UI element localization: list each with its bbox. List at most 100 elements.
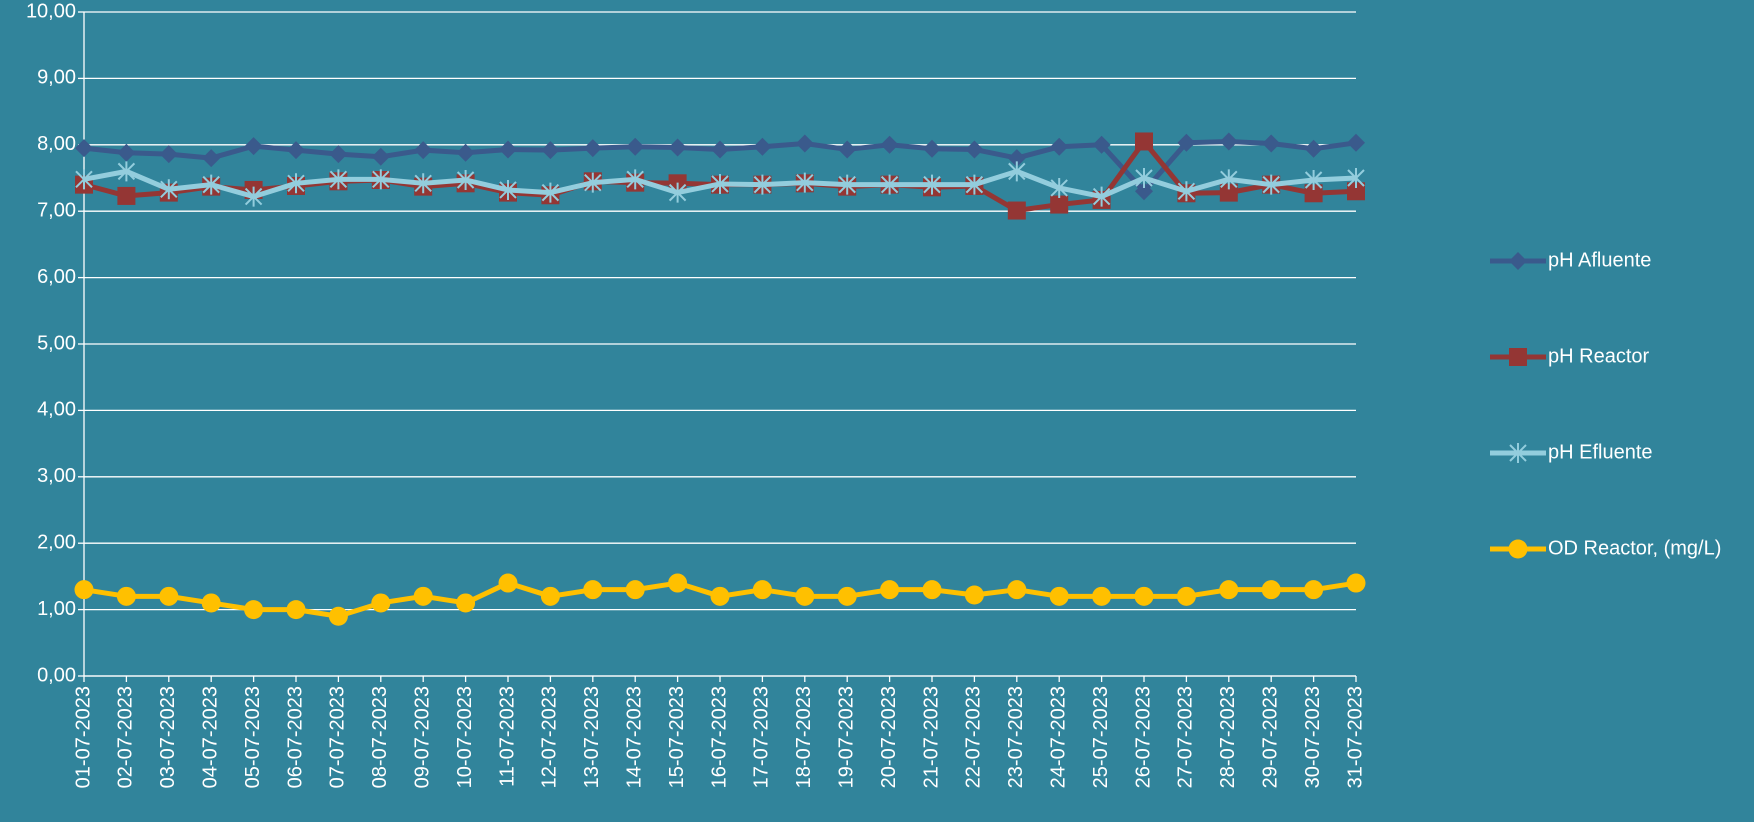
- marker-diamond: [456, 143, 475, 162]
- x-tick-label: 08-07-2023: [369, 686, 391, 788]
- x-tick-label: 20-07-2023: [878, 686, 900, 788]
- marker-star: [965, 174, 984, 195]
- marker-star: [372, 169, 390, 190]
- x-tick-label: 05-07-2023: [242, 686, 264, 788]
- marker-star: [796, 172, 814, 193]
- marker-square: [1135, 132, 1153, 151]
- marker-diamond: [583, 139, 602, 158]
- marker-diamond: [329, 145, 348, 164]
- marker-circle: [116, 586, 136, 606]
- marker-star: [75, 169, 93, 190]
- marker-circle: [880, 580, 900, 600]
- marker-circle: [1219, 580, 1239, 600]
- marker-square: [1219, 183, 1238, 202]
- marker-star: [1509, 443, 1527, 463]
- x-tick-label: 12-07-2023: [539, 686, 561, 788]
- marker-star: [753, 174, 772, 195]
- marker-diamond: [753, 137, 772, 156]
- marker-circle: [456, 593, 476, 613]
- marker-circle: [583, 580, 603, 600]
- marker-star: [541, 182, 560, 203]
- marker-star: [1092, 186, 1111, 207]
- marker-circle: [498, 573, 518, 593]
- marker-circle: [1176, 586, 1196, 606]
- x-tick-label: 11-07-2023: [496, 686, 518, 787]
- x-tick-label: 04-07-2023: [199, 686, 221, 788]
- marker-circle: [1261, 580, 1281, 600]
- marker-diamond: [1135, 182, 1153, 201]
- marker-circle: [371, 593, 391, 613]
- marker-square: [1007, 201, 1026, 220]
- x-tick-label: 30-07-2023: [1302, 686, 1324, 788]
- marker-diamond: [287, 141, 305, 160]
- marker-star: [1220, 169, 1238, 190]
- marker-star: [668, 182, 687, 203]
- marker-star: [287, 173, 305, 194]
- marker-circle: [1007, 580, 1027, 600]
- marker-square: [1509, 348, 1527, 366]
- x-tick-label: 31-07-2023: [1344, 686, 1366, 788]
- marker-circle: [795, 586, 815, 606]
- marker-circle: [286, 600, 306, 620]
- marker-diamond: [1050, 137, 1069, 156]
- marker-diamond: [159, 145, 178, 164]
- marker-circle: [964, 585, 984, 605]
- marker-square: [1050, 195, 1069, 214]
- marker-circle: [1092, 586, 1112, 606]
- x-tick-label: 15-07-2023: [666, 686, 688, 788]
- x-tick-label: 09-07-2023: [411, 686, 433, 788]
- marker-star: [244, 186, 263, 207]
- marker-diamond: [371, 147, 390, 166]
- y-tick-label: 4,00: [37, 399, 76, 421]
- marker-diamond: [1007, 149, 1026, 168]
- x-tick-label: 24-07-2023: [1047, 686, 1069, 788]
- marker-star: [329, 169, 348, 190]
- marker-diamond: [499, 140, 517, 159]
- x-tick-label: 01-07-2023: [72, 686, 94, 788]
- marker-star: [584, 172, 602, 193]
- x-tick-label: 07-07-2023: [327, 686, 349, 788]
- marker-star: [711, 173, 729, 194]
- marker-diamond: [1347, 133, 1365, 152]
- y-tick-label: 5,00: [37, 332, 76, 354]
- marker-square: [1304, 184, 1323, 203]
- x-tick-label: 25-07-2023: [1090, 686, 1112, 788]
- x-tick-label: 29-07-2023: [1259, 686, 1281, 788]
- marker-star: [923, 174, 941, 195]
- marker-circle: [1304, 580, 1324, 600]
- marker-diamond: [965, 140, 984, 159]
- marker-diamond: [117, 143, 136, 162]
- marker-star: [414, 173, 432, 194]
- x-tick-label: 28-07-2023: [1217, 686, 1239, 788]
- marker-circle: [159, 586, 179, 606]
- marker-star: [1008, 161, 1026, 182]
- marker-diamond: [838, 140, 857, 159]
- y-tick-label: 3,00: [37, 465, 76, 487]
- marker-diamond: [244, 137, 263, 156]
- marker-star: [1050, 177, 1068, 198]
- y-tick-label: 1,00: [37, 598, 76, 620]
- marker-circle: [837, 586, 857, 606]
- x-tick-label: 18-07-2023: [793, 686, 815, 788]
- x-tick-label: 14-07-2023: [623, 686, 645, 788]
- marker-diamond: [1092, 135, 1111, 154]
- marker-diamond: [626, 137, 645, 156]
- y-tick-label: 8,00: [37, 133, 76, 155]
- x-tick-label: 22-07-2023: [963, 686, 985, 788]
- y-tick-label: 6,00: [37, 266, 76, 288]
- marker-circle: [540, 586, 560, 606]
- marker-circle: [74, 580, 94, 600]
- marker-diamond: [711, 140, 729, 159]
- marker-diamond: [1177, 133, 1196, 152]
- x-tick-label: 16-07-2023: [708, 686, 730, 788]
- marker-star: [880, 174, 899, 195]
- marker-star: [838, 174, 856, 195]
- y-tick-label: 0,00: [37, 664, 76, 686]
- marker-square: [1347, 182, 1365, 201]
- legend-label: OD Reactor, (mg/L): [1548, 537, 1721, 559]
- marker-circle: [1508, 539, 1528, 559]
- marker-star: [626, 169, 644, 190]
- x-tick-label: 19-07-2023: [835, 686, 857, 788]
- x-tick-label: 10-07-2023: [454, 686, 476, 788]
